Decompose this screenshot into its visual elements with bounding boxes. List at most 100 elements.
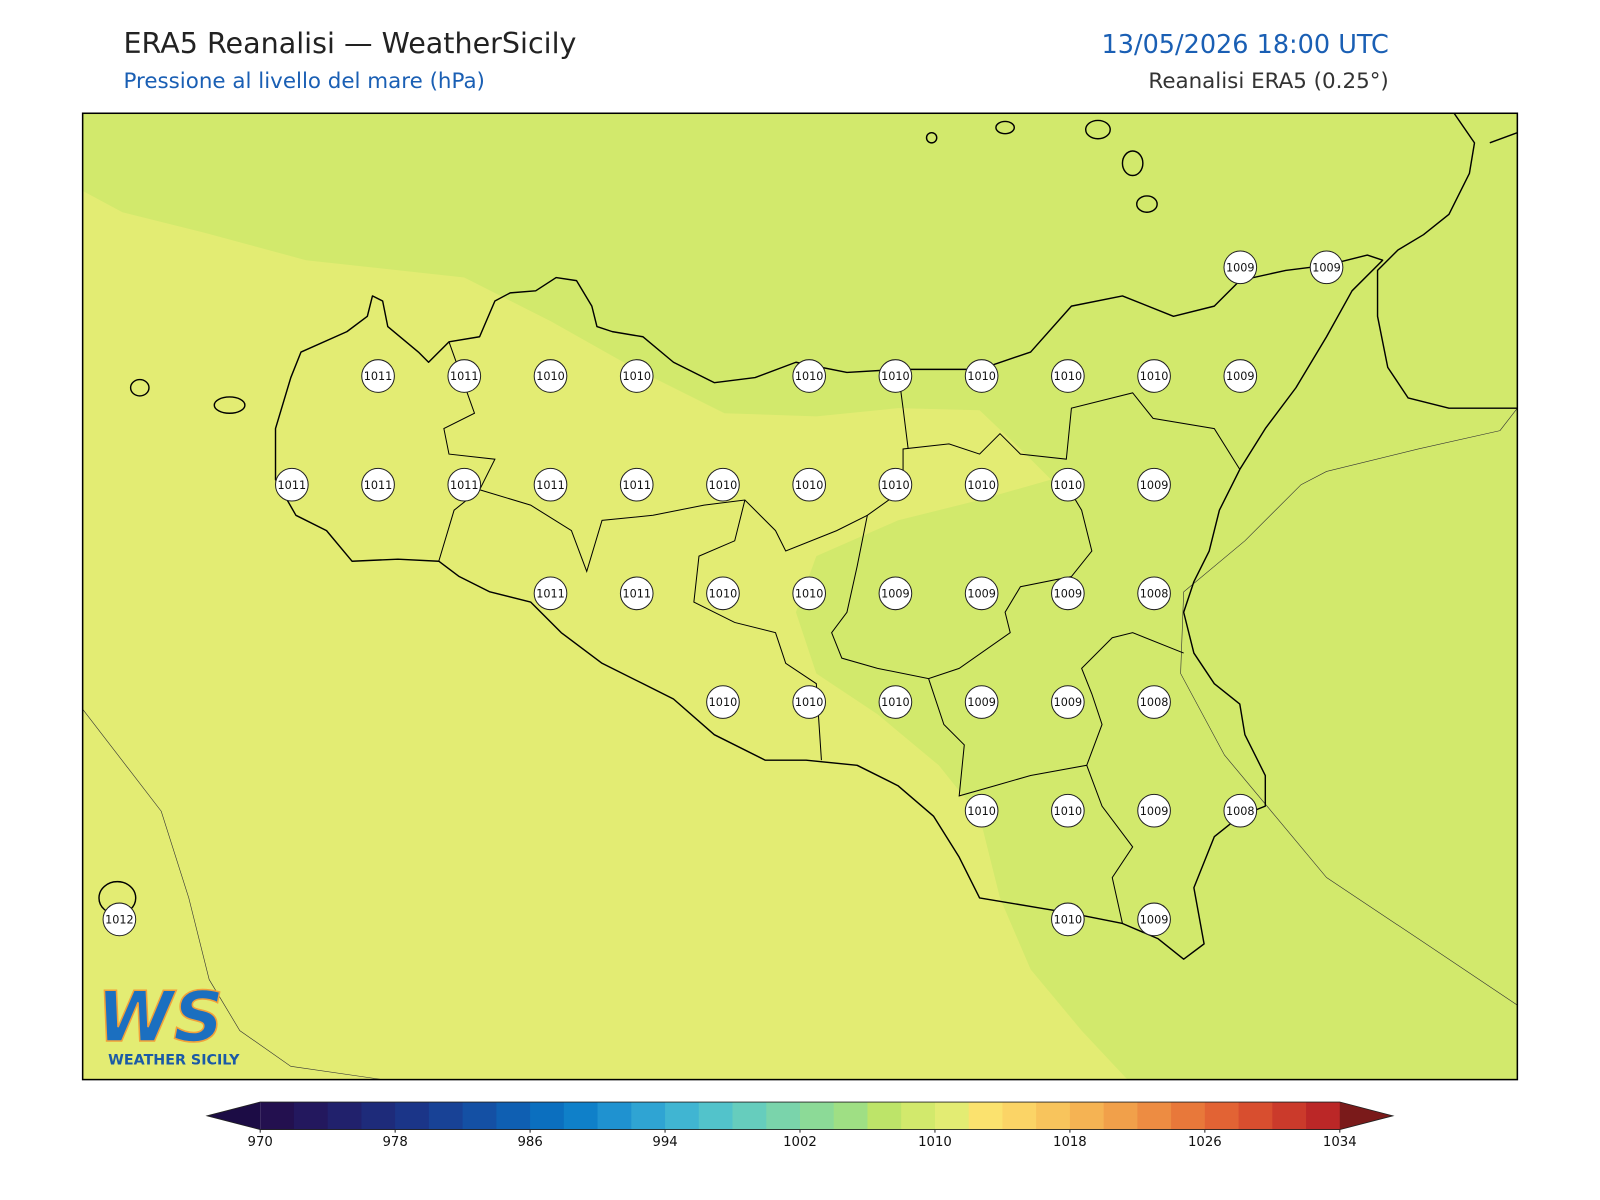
datetime: 13/05/2026 18:00 UTC	[1102, 30, 1389, 60]
colorbar-tick-label: 978	[383, 1135, 408, 1150]
island	[1136, 195, 1158, 213]
station-value: 1011	[536, 587, 565, 600]
station-marker	[533, 467, 568, 502]
colorbar-tick-label: 1034	[1323, 1135, 1357, 1150]
colorbar-bin	[901, 1102, 936, 1130]
station-marker	[1051, 685, 1085, 719]
station-marker	[1137, 359, 1171, 393]
colorbar-bin	[968, 1102, 1003, 1130]
station-marker	[964, 685, 999, 719]
station-value: 1010	[881, 696, 910, 709]
colorbar-tick-label: 1018	[1053, 1135, 1087, 1150]
colorbar-tick-label: 1010	[918, 1135, 952, 1150]
station-marker	[1137, 685, 1171, 719]
colorbar-bin	[1002, 1102, 1037, 1130]
pressure-region	[1180, 407, 1518, 1006]
colorbar-over	[1339, 1102, 1393, 1130]
station-value: 1009	[1140, 913, 1169, 926]
colorbar-bin	[1036, 1102, 1071, 1130]
province-border	[438, 341, 496, 562]
station-marker	[1223, 359, 1258, 393]
station-value: 1010	[1054, 479, 1083, 492]
colorbar-bin	[732, 1102, 767, 1130]
colorbar-bin	[1171, 1102, 1206, 1130]
province-border	[1086, 765, 1134, 924]
colorbar-bin	[800, 1102, 835, 1130]
station-value: 1009	[1054, 587, 1083, 600]
station-value: 1010	[881, 479, 910, 492]
station-value: 1011	[364, 479, 393, 492]
station-value: 1010	[967, 805, 996, 818]
station-marker	[619, 576, 654, 611]
station-value: 1012	[105, 913, 134, 926]
station-value: 1010	[967, 479, 996, 492]
station-marker	[964, 359, 999, 393]
colorbar-tick-label: 970	[248, 1135, 273, 1150]
station-marker	[275, 467, 309, 502]
station-value: 1009	[1140, 805, 1169, 818]
subtitle: Pressione al livello del mare (hPa)	[123, 69, 484, 94]
island	[925, 131, 938, 144]
colorbar-bin	[496, 1102, 531, 1130]
map-frame	[81, 112, 1519, 1081]
province-border	[693, 499, 822, 761]
station-marker	[533, 576, 568, 611]
logo-mark: WS	[97, 978, 224, 1058]
station-value: 1011	[450, 370, 479, 383]
station-value: 1010	[536, 370, 565, 383]
station-value: 1009	[1226, 261, 1255, 274]
colorbar-bin	[260, 1102, 295, 1130]
station-value: 1011	[450, 479, 479, 492]
colorbar-bin	[867, 1102, 902, 1130]
logo-caption: WEATHER SICILY	[108, 1052, 240, 1068]
station-marker	[792, 576, 827, 611]
station-value: 1010	[709, 479, 738, 492]
title: ERA5 Reanalisi — WeatherSicily	[123, 26, 576, 60]
station-marker	[792, 467, 827, 502]
station-marker	[878, 359, 913, 393]
station-value: 1011	[536, 479, 565, 492]
station-marker	[1137, 902, 1171, 937]
station-value: 1011	[278, 479, 307, 492]
station-marker	[1051, 467, 1085, 502]
station-value: 1010	[1054, 913, 1083, 926]
station-marker	[447, 467, 482, 502]
station-marker	[1051, 576, 1085, 611]
station-value: 1010	[622, 370, 651, 383]
colorbar-bin	[428, 1102, 464, 1130]
colorbar-bin	[766, 1102, 801, 1130]
colorbar-bin	[361, 1102, 396, 1130]
colorbar-tick-label: 1026	[1188, 1135, 1222, 1150]
station-marker	[361, 467, 395, 502]
station-marker	[878, 685, 913, 719]
station-value: 1010	[795, 587, 824, 600]
station-value: 1010	[709, 696, 738, 709]
station-value: 1010	[1140, 370, 1169, 383]
colorbar-bin	[530, 1102, 565, 1130]
station-value: 1010	[1054, 370, 1083, 383]
station-marker	[706, 576, 740, 611]
colorbar-bin	[597, 1102, 632, 1130]
island	[995, 120, 1015, 135]
station-value: 1011	[622, 587, 651, 600]
colorbar-bin	[631, 1102, 666, 1130]
colorbar-bin	[833, 1102, 868, 1130]
station-marker	[1223, 793, 1258, 828]
station-value: 1010	[709, 587, 738, 600]
station-value: 1010	[795, 479, 824, 492]
colorbar-tick-label: 1002	[783, 1135, 817, 1150]
colorbar-bin	[1204, 1102, 1240, 1130]
station-marker	[792, 359, 827, 393]
station-value: 1010	[967, 370, 996, 383]
station-value: 1009	[1054, 696, 1083, 709]
station-marker	[706, 467, 740, 502]
colorbar-bin	[563, 1102, 599, 1130]
station-value: 1010	[881, 370, 910, 383]
station-marker	[361, 359, 395, 393]
station-marker	[964, 576, 999, 611]
colorbar-bin	[1306, 1102, 1341, 1130]
logo: WS WEATHER SICILY	[96, 977, 240, 1068]
colorbar-bin	[395, 1102, 430, 1130]
station-marker	[447, 359, 482, 393]
